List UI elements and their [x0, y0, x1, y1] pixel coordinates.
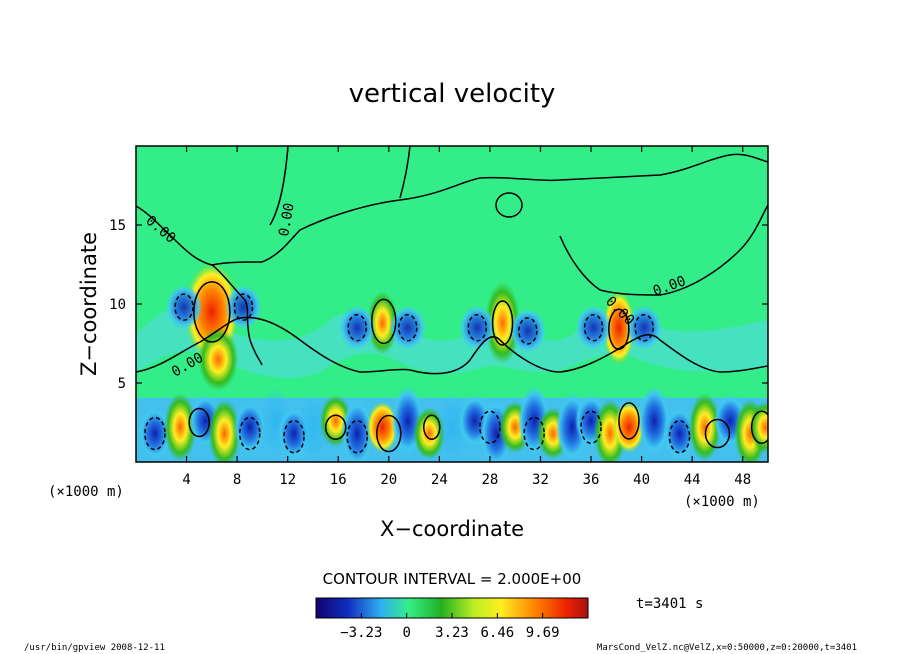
contour-negative [346, 419, 368, 454]
y-tick-label-15: 15 [109, 218, 126, 234]
contour-negative [634, 313, 654, 342]
contour-negative [580, 410, 602, 444]
x-tick-label-4: 4 [182, 472, 190, 488]
contour-closed [324, 414, 347, 440]
contour-negative [233, 293, 254, 321]
contour-negative [398, 313, 418, 342]
contour-closed [193, 281, 231, 343]
x-tick-label-16: 16 [330, 472, 347, 488]
surface-cell [436, 393, 468, 462]
x-tick-label-40: 40 [633, 472, 650, 488]
contour-negative [479, 410, 501, 444]
x-unit-label-right: (×1000 m) [684, 494, 760, 510]
contour-line [211, 264, 263, 366]
contour-closed [750, 410, 768, 444]
colorbar-label-6.46: 6.46 [480, 625, 514, 641]
downdraft-cell [575, 305, 612, 350]
updraft-cell [484, 281, 521, 365]
contour-closed [495, 192, 523, 218]
updraft-cell [602, 289, 636, 366]
contour-line [269, 146, 289, 226]
downdraft-cell [339, 305, 376, 350]
contour-negative [523, 416, 545, 451]
contour-plot-area: 0.00 0.000.000.000.00 [136, 146, 768, 462]
contour-negative [239, 416, 261, 451]
x-unit-label-left: (×1000 m) [48, 484, 124, 500]
contour-closed [618, 402, 640, 440]
x-tick-label-44: 44 [684, 472, 701, 488]
contour-negative [283, 419, 305, 454]
x-tick-label-12: 12 [279, 472, 296, 488]
contour-negative [174, 293, 194, 321]
downdraft-cell [459, 305, 496, 350]
contour-negative [518, 317, 538, 345]
contour-closed [188, 407, 210, 438]
surface-cell [688, 393, 721, 462]
surface-cell [296, 393, 329, 462]
contour-negative [467, 313, 488, 342]
x-tick-label-20: 20 [380, 472, 397, 488]
colorbar-label-3.23: 3.23 [435, 625, 469, 641]
x-tick-label-32: 32 [532, 472, 549, 488]
surface-cell [638, 386, 671, 455]
colorbar-label-9.69: 9.69 [526, 625, 560, 641]
contour-line [136, 153, 768, 266]
contour-closed [423, 414, 441, 440]
contour-line [559, 204, 768, 296]
footer-left: /usr/bin/gpview 2008-12-11 [24, 643, 165, 653]
downdraft-cell [389, 305, 426, 350]
x-tick-label-36: 36 [583, 472, 600, 488]
contour-closed [370, 298, 397, 345]
y-axis-label: Z−coordinate [77, 232, 101, 376]
x-axis-label: X−coordinate [380, 517, 524, 541]
surface-cell [208, 399, 241, 462]
contour-negative [144, 416, 166, 451]
time-label: t=3401 s [636, 596, 703, 612]
footer-right: MarsCond_VelZ.nc@VelZ,x=0:50000,z=0:2000… [597, 643, 857, 653]
surface-cell [612, 401, 645, 454]
x-tick-label-8: 8 [233, 472, 241, 488]
x-tick-label-24: 24 [431, 472, 448, 488]
contour-negative [347, 313, 367, 342]
contour-closed [491, 300, 514, 346]
downdraft-cell [509, 308, 546, 353]
surface-cell [366, 401, 399, 454]
downdraft-cell [166, 285, 203, 330]
contour-line [399, 146, 411, 199]
surface-cell [749, 401, 768, 454]
surface-cell [164, 393, 197, 462]
x-tick-label-48: 48 [734, 472, 751, 488]
contour-value-label: 0.00 [276, 202, 298, 238]
surface-cell [233, 401, 266, 454]
x-tick-label-28: 28 [481, 472, 498, 488]
contour-negative [583, 313, 604, 342]
updraft-cell [197, 327, 239, 391]
contour-line [136, 316, 768, 375]
colorbar-label-0: 0 [402, 625, 410, 641]
y-tick-label-10: 10 [109, 297, 126, 313]
contour-closed [376, 414, 402, 453]
contour-interval-text: CONTOUR INTERVAL = 2.000E+00 [323, 570, 582, 588]
y-tick-label-5: 5 [118, 376, 126, 392]
surface-cell [138, 407, 171, 460]
contour-closed [704, 418, 731, 449]
colorbar-label-−3.23: −3.23 [340, 625, 382, 641]
contour-closed [608, 308, 630, 351]
contour-negative [668, 419, 691, 454]
chart-title: vertical velocity [349, 79, 556, 109]
